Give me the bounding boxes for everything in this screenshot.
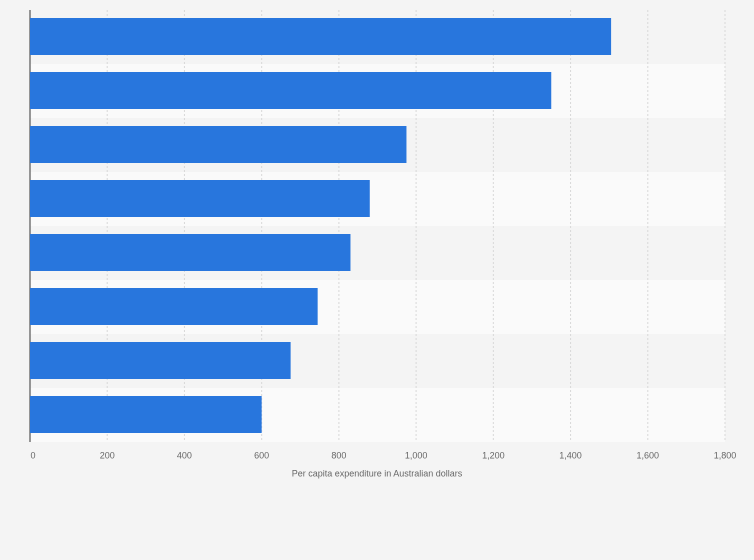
x-tick-label: 200 (100, 450, 115, 460)
x-tick-label: 1,400 (559, 450, 582, 460)
x-axis-label: Per capita expenditure in Australian dol… (292, 468, 463, 478)
x-tick-label: 0 (30, 450, 35, 460)
x-tick-label: 1,600 (637, 450, 660, 460)
bar (30, 342, 291, 379)
bar (30, 180, 370, 217)
bar (30, 288, 318, 325)
bar (30, 234, 351, 271)
x-tick-label: 400 (177, 450, 192, 460)
x-tick-label: 1,200 (482, 450, 505, 460)
x-tick-label: 800 (331, 450, 346, 460)
bar (30, 18, 612, 55)
bar (30, 126, 407, 163)
x-tick-label: 1,800 (714, 450, 737, 460)
x-tick-label: 600 (254, 450, 269, 460)
bar (30, 396, 262, 433)
bar (30, 72, 552, 109)
x-tick-label: 1,000 (405, 450, 428, 460)
